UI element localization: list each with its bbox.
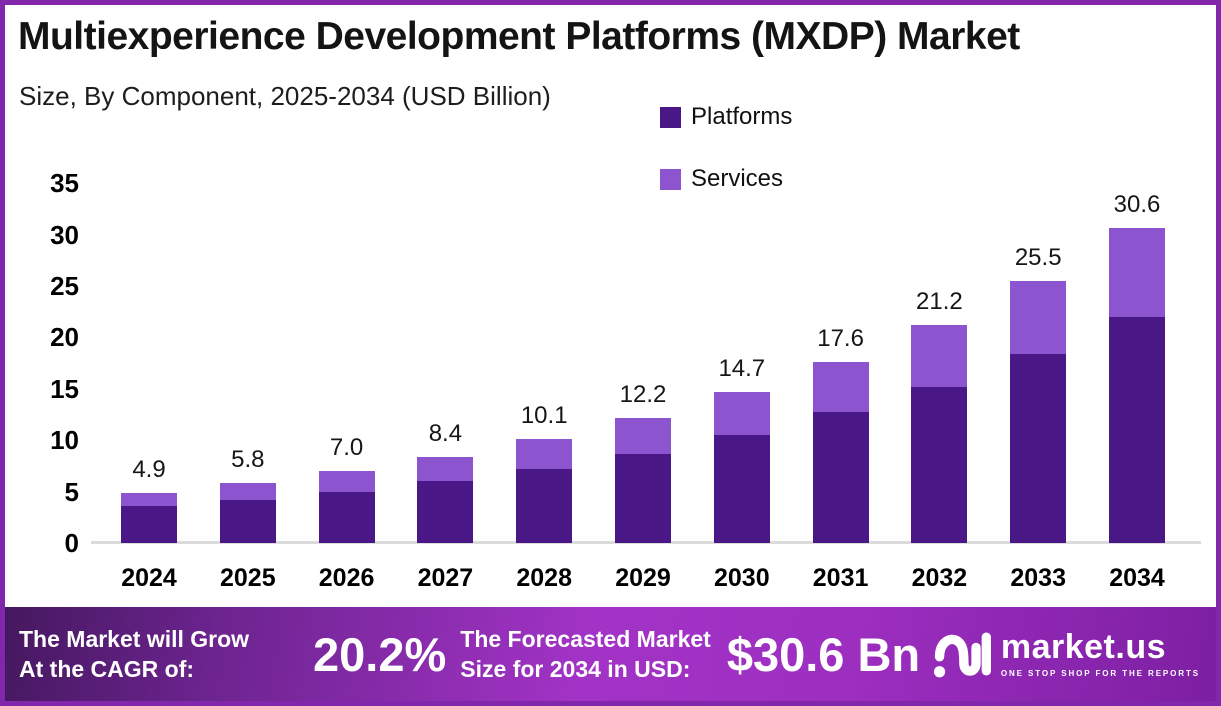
y-axis-tick-label: 35 xyxy=(50,168,79,199)
bar-total-label: 10.1 xyxy=(520,402,568,430)
bar-segment-platforms xyxy=(318,491,375,543)
x-axis-tick-label: 2028 xyxy=(516,564,572,592)
x-axis-tick-label: 2031 xyxy=(812,564,869,592)
bar-total-label: 17.6 xyxy=(817,325,864,353)
marketus-logo-wordmark: market.us xyxy=(1000,628,1166,666)
bar-segment-services xyxy=(417,456,474,482)
legend: Platforms Services xyxy=(660,103,792,227)
bar-segment-services xyxy=(1010,280,1067,354)
y-axis-tick-label: 10 xyxy=(50,425,79,456)
bar-segment-platforms xyxy=(516,468,573,543)
bar-total-label: 4.9 xyxy=(132,455,166,483)
page-subtitle: Size, By Component, 2025-2034 (USD Billi… xyxy=(19,81,551,111)
marketus-logo-tagline: ONE STOP SHOP FOR THE REPORTS xyxy=(1000,669,1200,678)
x-axis-tick-label: 2025 xyxy=(219,564,276,592)
marketus-logo-textblock: market.us ONE STOP SHOP FOR THE REPORTS xyxy=(1001,630,1200,678)
bar-segment-services xyxy=(911,325,968,387)
bar-total-label: 25.5 xyxy=(1014,243,1062,271)
legend-item-services: Services xyxy=(660,165,792,193)
bar-segment-services xyxy=(615,417,671,454)
bar-total-label: 14.7 xyxy=(718,354,766,382)
forecast-value: $30.6 Bn xyxy=(726,627,921,681)
bar-segment-platforms xyxy=(121,505,177,543)
marketus-logo-icon xyxy=(933,632,991,678)
x-axis-tick-label: 2026 xyxy=(318,564,375,592)
bar-total-label: 7.0 xyxy=(329,434,364,462)
bar-segment-platforms xyxy=(417,481,474,543)
bar-segment-platforms xyxy=(911,386,968,543)
legend-item-platforms: Platforms xyxy=(660,103,792,131)
forecast-caption: The Forecasted Market Size for 2034 in U… xyxy=(460,624,711,685)
y-axis-tick-label: 15 xyxy=(50,373,79,404)
y-axis-tick-label: 20 xyxy=(50,322,79,353)
y-axis-tick-label: 0 xyxy=(64,528,79,558)
y-axis-tick-label: 5 xyxy=(64,476,79,507)
page-title: Multiexperience Development Platforms (M… xyxy=(18,15,1020,58)
forecast-caption-line2: Size for 2034 in USD: xyxy=(460,656,691,682)
forecast-caption-line1: The Forecasted Market xyxy=(460,625,711,652)
bar-total-label: 8.4 xyxy=(428,419,463,447)
bar-segment-services xyxy=(1109,228,1165,317)
bar-segment-platforms xyxy=(615,453,671,543)
x-axis-tick-label: 2027 xyxy=(417,564,474,592)
x-axis-tick-label: 2024 xyxy=(121,564,177,592)
bar-segment-platforms xyxy=(1109,316,1165,543)
cagr-caption-line1: The Market will Grow xyxy=(19,625,250,652)
bar-segment-services xyxy=(516,439,573,469)
bar-total-label: 12.2 xyxy=(619,380,667,408)
legend-label-platforms: Platforms xyxy=(691,103,793,130)
bar-segment-services xyxy=(318,471,375,492)
legend-label-services: Services xyxy=(691,165,784,192)
cagr-value: 20.2% xyxy=(313,627,447,681)
bar-total-label: 30.6 xyxy=(1113,191,1161,219)
platforms-swatch-icon xyxy=(660,106,681,128)
x-axis-tick-label: 2034 xyxy=(1109,564,1165,592)
bar-segment-platforms xyxy=(713,435,770,543)
bar-total-label: 21.2 xyxy=(916,288,963,316)
bar-segment-services xyxy=(121,492,177,506)
x-axis-tick-label: 2029 xyxy=(615,564,671,592)
stacked-bar-chart: 0 5 10 15 20 25 30 35 4.9 2024 5.8 2025 7.0 2026 8.4 20… xyxy=(5,5,1216,605)
x-axis-tick-label: 2033 xyxy=(1010,564,1066,592)
services-swatch-icon xyxy=(660,168,681,190)
bar-segment-platforms xyxy=(1010,353,1067,543)
bar-segment-services xyxy=(713,391,770,436)
footer-banner: The Market will Grow At the CAGR of: 20.… xyxy=(5,607,1216,701)
x-axis-tick-label: 2030 xyxy=(713,564,770,592)
y-axis-tick-label: 30 xyxy=(50,219,79,250)
y-axis-tick-label: 25 xyxy=(50,271,79,301)
bar-total-label: 5.8 xyxy=(231,446,265,474)
bar-segment-platforms xyxy=(219,499,276,543)
x-axis-tick-label: 2032 xyxy=(911,564,968,592)
marketus-logo: market.us ONE STOP SHOP FOR THE REPORTS xyxy=(933,626,1200,682)
cagr-caption: The Market will Grow At the CAGR of: xyxy=(19,624,291,685)
cagr-caption-line2: At the CAGR of: xyxy=(19,656,195,682)
bar-segment-services xyxy=(219,483,276,500)
bar-segment-platforms xyxy=(812,412,869,543)
bar-segment-services xyxy=(812,362,869,413)
